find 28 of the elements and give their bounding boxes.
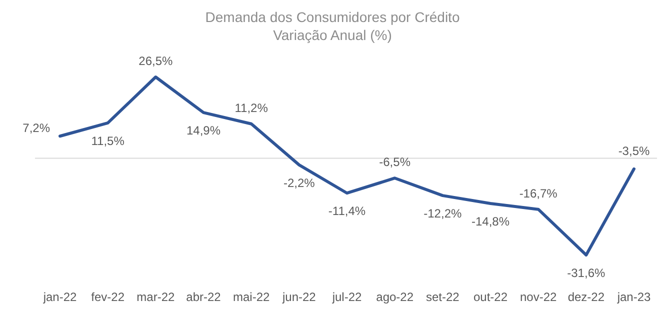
x-tick-label: dez-22 (568, 290, 605, 304)
x-tick-label: jun-22 (281, 290, 316, 304)
x-tick-label: set-22 (426, 290, 460, 304)
data-label: -12,2% (424, 206, 462, 221)
data-label: 11,5% (91, 134, 125, 148)
data-label: -11,4% (328, 204, 366, 218)
x-tick-label: fev-22 (91, 290, 125, 304)
data-label: 11,2% (234, 100, 268, 115)
data-label: -6,5% (379, 155, 411, 170)
data-label: -2,2% (283, 176, 316, 190)
data-label: -31,6% (567, 266, 606, 280)
chart-title: Demanda dos Consumidores por Crédito (205, 9, 460, 25)
data-label: -14,8% (471, 214, 510, 229)
data-label: -16,7% (519, 186, 558, 200)
chart-subtitle: Variação Anual (%) (273, 27, 392, 43)
x-tick-label: jan-23 (616, 290, 652, 304)
x-tick-label: mai-22 (232, 290, 270, 304)
x-tick-label: jul-22 (331, 290, 362, 304)
data-label: 7,2% (22, 121, 50, 136)
x-tick-label: jan-22 (42, 290, 78, 304)
data-label: 26,5% (138, 54, 174, 68)
x-tick-label: mar-22 (136, 290, 175, 304)
x-tick-label: abr-22 (186, 290, 222, 304)
data-label: -3,5% (618, 144, 650, 158)
x-tick-label: nov-22 (520, 290, 557, 304)
data-label: 14,9% (186, 124, 221, 138)
x-tick-label: out-22 (473, 290, 508, 304)
x-tick-label: ago-22 (376, 290, 414, 304)
